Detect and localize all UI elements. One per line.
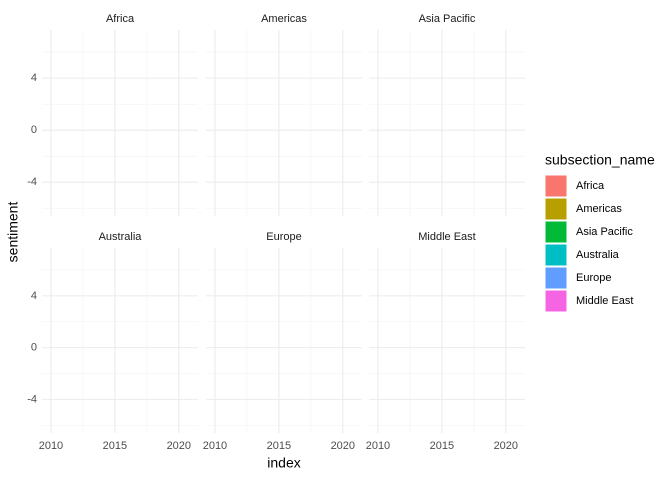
legend-key — [544, 174, 568, 198]
y-tick-label: -4 — [27, 393, 37, 405]
x-tick-label: 2020 — [494, 440, 518, 452]
x-tick-label: 2020 — [331, 440, 355, 452]
y-tick-label: 0 — [31, 124, 37, 136]
facet-label: Australia — [99, 231, 143, 243]
x-tick-label: 2015 — [103, 440, 127, 452]
x-tick-label: 2020 — [167, 440, 191, 452]
legend-key — [544, 289, 568, 313]
facet-label: Europe — [266, 231, 301, 243]
x-tick-label: 2015 — [430, 440, 454, 452]
x-tick-label: 2010 — [39, 440, 63, 452]
legend-label: Africa — [576, 180, 605, 192]
x-tick-label: 2010 — [366, 440, 390, 452]
facet-label: Asia Pacific — [419, 13, 476, 25]
legend-key — [544, 266, 568, 290]
x-axis-title: index — [267, 455, 300, 471]
x-tick-label: 2015 — [267, 440, 291, 452]
y-tick-label: 0 — [31, 342, 37, 354]
legend-key — [544, 197, 568, 221]
x-tick-label: 2010 — [203, 440, 227, 452]
y-tick-label: 4 — [31, 290, 37, 302]
facet-label: Africa — [106, 13, 135, 25]
legend-label: Americas — [576, 203, 622, 215]
y-axis-title: sentiment — [5, 202, 21, 263]
facet-label: Middle East — [418, 231, 475, 243]
legend-label: Middle East — [576, 295, 633, 307]
legend-title: subsection_name — [545, 152, 655, 168]
facet-label: Americas — [261, 13, 307, 25]
legend-key — [544, 220, 568, 244]
legend-label: Australia — [576, 249, 620, 261]
legend-label: Europe — [576, 272, 611, 284]
y-tick-label: -4 — [27, 176, 37, 188]
legend-key — [544, 243, 568, 267]
legend-label: Asia Pacific — [576, 226, 633, 238]
y-tick-label: 4 — [31, 72, 37, 84]
